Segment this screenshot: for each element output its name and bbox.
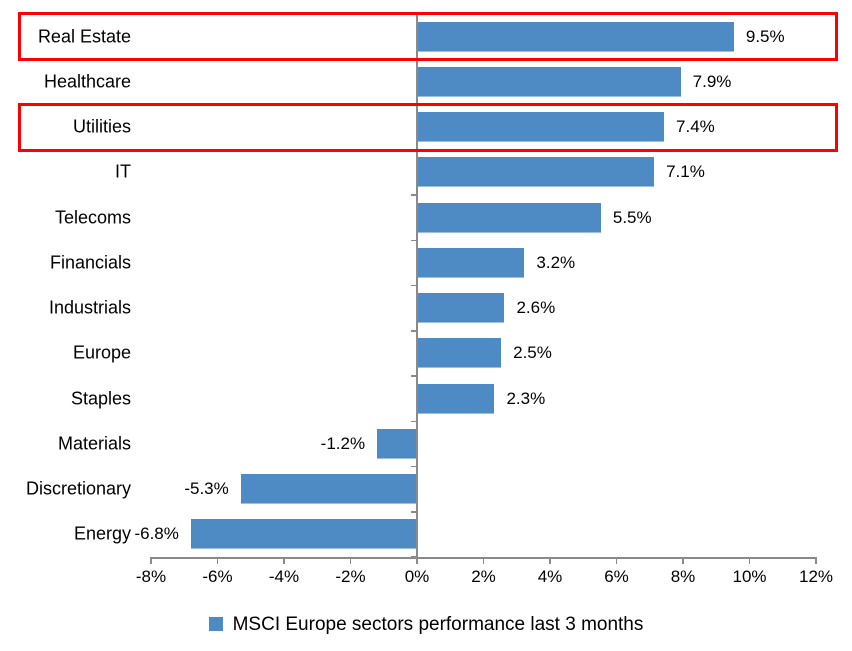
category-label-staples: Staples [70,388,131,409]
value-axis-tick-label: 0% [404,567,430,586]
bar-financials [418,247,525,278]
category-label-europe: Europe [72,343,131,364]
value-axis-tick [216,557,219,564]
value-axis-tick [682,557,684,564]
category-axis-tick [411,194,417,196]
value-axis-tick [615,557,618,564]
value-axis-tick [815,557,817,564]
category-axis-tick [411,284,417,287]
bar-staples [418,383,495,414]
value-axis-tick [283,557,285,564]
value-axis-tick-label: 8% [670,567,696,586]
bar-healthcare [418,66,681,97]
category-axis-tick [411,420,417,422]
category-label-utilities: Utilities [72,116,131,137]
category-axis-tick [411,239,417,241]
highlight-box-utilities [18,102,838,152]
bar-industrials [418,293,505,324]
category-label-discretionary: Discretionary [25,478,131,499]
value-axis-tick [150,557,152,564]
value-label-healthcare: 7.9% [692,72,732,92]
category-label-materials: Materials [57,433,131,454]
bar-utilities [418,112,665,143]
value-axis-tick-label: -4% [268,567,300,586]
category-label-telecoms: Telecoms [54,207,131,228]
category-label-real-estate: Real Estate [37,26,131,47]
category-label-energy: Energy [73,524,131,545]
value-axis-tick-label: 2% [471,567,496,586]
value-axis-tick [549,557,551,564]
value-label-industrials: 2.6% [516,298,556,318]
value-label-materials: -1.2% [320,434,366,454]
legend-swatch-icon [208,617,223,631]
value-axis-tick-label: -2% [335,567,366,586]
value-label-financials: 3.2% [536,253,576,273]
value-axis-tick-label: 12% [798,567,834,586]
highlight-box-real-estate [18,12,838,62]
category-axis-tick [411,375,417,377]
category-axis-tick [411,465,417,468]
bar-real-estate [418,21,734,52]
bar-it [418,157,655,188]
value-label-telecoms: 5.5% [612,207,652,227]
bar-discretionary [240,474,417,505]
value-axis-tick-label: -8% [135,567,167,586]
value-axis-tick [349,557,352,564]
value-axis-tick [416,557,418,564]
value-axis-tick-label: -6% [202,567,233,586]
value-label-it: 7.1% [666,162,705,182]
category-axis-tick [411,330,417,332]
category-axis-tick [411,511,417,513]
legend: MSCI Europe sectors performance last 3 m… [0,609,852,639]
value-label-discretionary: -5.3% [184,479,229,499]
category-axis-line [416,14,418,557]
value-axis-tick-label: 4% [537,567,563,586]
category-label-healthcare: Healthcare [43,71,131,92]
value-label-real-estate: 9.5% [745,26,785,46]
value-axis-tick-label: 10% [732,567,767,586]
category-label-financials: Financials [49,252,131,273]
value-label-energy: -6.8% [134,524,179,544]
category-label-industrials: Industrials [48,297,131,318]
value-axis-tick [748,557,751,564]
value-axis-tick-label: 6% [604,567,629,586]
value-label-staples: 2.3% [506,388,546,408]
value-label-europe: 2.5% [513,343,552,363]
category-label-it: IT [115,162,131,183]
bar-energy [190,519,417,550]
value-label-utilities: 7.4% [676,117,715,137]
bar-telecoms [418,202,601,233]
value-axis-tick [482,557,485,564]
bar-europe [418,338,502,369]
bar-materials [377,428,417,459]
legend-label: MSCI Europe sectors performance last 3 m… [232,613,644,635]
